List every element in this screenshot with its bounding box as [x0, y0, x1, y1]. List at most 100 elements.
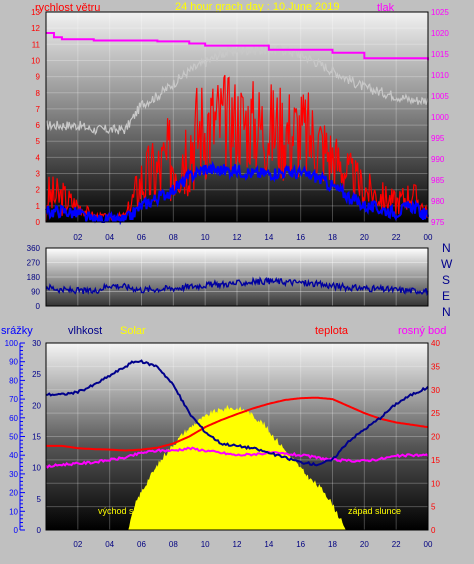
series-direction: [45, 276, 429, 297]
top-x-tick-label: 22: [392, 233, 401, 242]
top-left-tick-label: 13: [31, 8, 40, 17]
bottom-x-tick-label: 12: [233, 540, 242, 549]
bottom-x-tick-label: 02: [73, 540, 82, 549]
bottom-x-tick-label: 14: [264, 540, 273, 549]
bottom-temp-tick-label: 20: [431, 433, 440, 442]
bottom-x-tick-label: 20: [360, 540, 369, 549]
bottom-x-tick-label: 10: [201, 540, 210, 549]
middle-tick-label: 360: [27, 244, 41, 253]
middle-tick-label: 180: [27, 273, 41, 282]
series-pressure_aux: [45, 43, 429, 136]
top-right-tick-label: 975: [431, 218, 445, 227]
top-right-tick-label: 985: [431, 176, 445, 185]
top-left-tick-label: 11: [32, 40, 41, 49]
top-x-tick-label: 20: [360, 233, 369, 242]
top-series: [45, 32, 429, 226]
compass-n-bottom: N: [442, 305, 451, 319]
bottom-humidity-tick-label: 10: [32, 464, 41, 473]
top-right-tick-label: 1000: [431, 113, 449, 122]
bottom-rain-tick-label: 90: [9, 358, 18, 367]
bottom-rain-tick-label: 40: [9, 451, 18, 460]
top-left-tick-label: 1: [36, 202, 41, 211]
top-x-tick-label: 10: [201, 233, 210, 242]
middle-series: [45, 276, 429, 297]
bottom-rain-tick-label: 50: [9, 433, 18, 442]
bottom-humidity-tick-label: 30: [32, 339, 41, 348]
top-x-tick-label: 08: [169, 233, 178, 242]
top-left-tick-label: 10: [31, 56, 40, 65]
top-x-tick-label: 12: [233, 233, 242, 242]
compass-w: W: [441, 257, 453, 271]
top-left-tick-label: 5: [36, 137, 41, 146]
bottom-rain-tick-label: 60: [9, 414, 18, 423]
bottom-rain-tick-label: 20: [9, 489, 18, 498]
middle-plot-frame: [45, 247, 429, 307]
bottom-rain-tick-label: 0: [14, 526, 19, 535]
bottom-series: [45, 359, 429, 531]
compass-e: E: [442, 289, 450, 303]
series-wind_avg: [45, 160, 429, 226]
bottom-temp-tick-label: 40: [431, 339, 440, 348]
top-left-tick-label: 12: [31, 24, 40, 33]
top-left-tick-label: 7: [36, 105, 41, 114]
bottom-temp-tick-label: 0: [431, 526, 436, 535]
compass-s: S: [442, 273, 450, 287]
top-left-tick-label: 8: [36, 89, 41, 98]
bottom-rain-tick-label: 30: [9, 470, 18, 479]
series-pressure: [46, 32, 429, 61]
bottom-x-tick-label: 04: [105, 540, 114, 549]
solar-label: Solar: [120, 325, 146, 337]
top-left-tick-label: 0: [36, 218, 41, 227]
bottom-temp-tick-label: 5: [431, 503, 436, 512]
top-x-tick-label: 02: [73, 233, 82, 242]
top-left-label: rychlost větru: [35, 2, 100, 14]
series-temperature: [46, 396, 429, 452]
top-left-tick-label: 4: [36, 153, 41, 162]
top-right-tick-label: 1025: [431, 8, 449, 17]
series-solar: [128, 404, 346, 531]
top-right-tick-label: 1015: [431, 50, 449, 59]
bottom-x-tick-label: 16: [296, 540, 305, 549]
bottom-x-tick-label: 18: [328, 540, 337, 549]
top-right-label: tlak: [377, 2, 395, 14]
top-plot-area: [46, 12, 428, 222]
top-plot-frame: [45, 11, 429, 223]
bottom-humidity-tick-label: 20: [32, 401, 41, 410]
top-x-tick-label: 00: [424, 233, 433, 242]
bottom-plot-frame: [45, 342, 429, 531]
bottom-temp-tick-label: 10: [431, 479, 440, 488]
top-right-tick-label: 1005: [431, 92, 449, 101]
top-x-tick-label: 18: [328, 233, 337, 242]
middle-tick-label: 270: [27, 259, 41, 268]
middle-plot-area: [46, 248, 428, 306]
rain-label: srážky: [1, 325, 33, 337]
bottom-x-tick-label: 08: [169, 540, 178, 549]
tick-labels: 02 04 06 08 10 12 14 16 18 20 22 000123456789101112…: [5, 8, 450, 549]
top-x-tick-label: 06: [137, 233, 146, 242]
top-left-tick-label: 2: [36, 186, 41, 195]
bottom-x-tick-label: 22: [392, 540, 401, 549]
humidity-label: vlhkost: [68, 325, 102, 337]
top-right-tick-label: 1020: [431, 29, 449, 38]
bottom-rain-tick-label: 10: [9, 507, 18, 516]
middle-tick-label: 90: [31, 288, 40, 297]
bottom-temp-tick-label: 25: [431, 409, 440, 418]
top-right-tick-label: 980: [431, 197, 445, 206]
bottom-rain-tick-label: 80: [9, 376, 18, 385]
top-right-tick-label: 990: [431, 155, 445, 164]
bottom-x-tick-label: 06: [137, 540, 146, 549]
bottom-temp-tick-label: 35: [431, 362, 440, 371]
sunrise-label: východ slun: [98, 506, 146, 516]
middle-tick-label: 0: [36, 302, 41, 311]
top-title: 24 hour grach day : 10.June 2019: [175, 1, 340, 13]
top-x-tick-label: 04: [105, 233, 114, 242]
series-dewpoint: [45, 446, 429, 469]
bottom-temp-tick-label: 15: [431, 456, 440, 465]
top-right-tick-label: 995: [431, 134, 445, 143]
top-left-tick-label: 3: [36, 170, 41, 179]
bottom-humidity-tick-label: 5: [37, 495, 42, 504]
compass-n-top: N: [442, 241, 451, 255]
sunset-label: západ slunce: [348, 506, 401, 516]
